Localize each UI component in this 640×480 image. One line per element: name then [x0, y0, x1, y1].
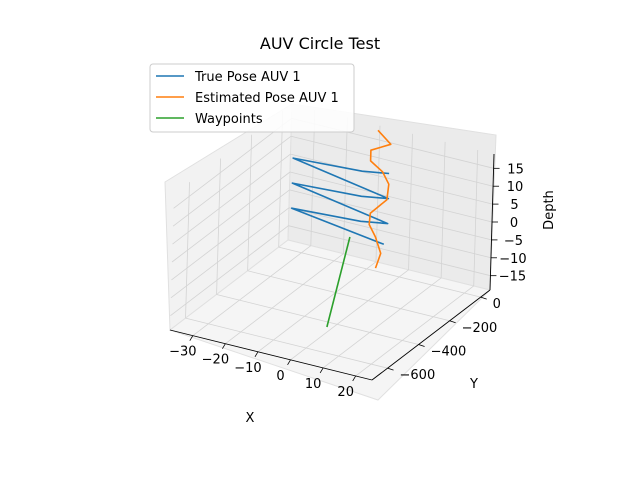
x-grid-floor	[257, 261, 377, 353]
z-grid-back	[288, 207, 492, 259]
y-tick-label: −200	[462, 321, 498, 336]
grid-lines	[170, 109, 494, 377]
y-grid-floor	[185, 317, 388, 369]
z-tick-label: −10	[499, 252, 526, 267]
x-tick-label: −20	[202, 353, 229, 368]
x-tick-mark	[287, 359, 291, 366]
x-grid-floor	[225, 253, 344, 345]
x-tick-mark	[352, 375, 357, 382]
z-tick-label: 0	[510, 216, 518, 231]
z-grid-side	[171, 171, 291, 263]
y-tick-mark	[387, 367, 394, 371]
y-grid-floor	[247, 270, 450, 322]
z-grid-side	[171, 189, 290, 281]
y-axis-line	[371, 289, 491, 381]
x-grid-floor	[355, 285, 474, 377]
series-layer	[290, 129, 392, 328]
z-axis-label: Depth	[542, 190, 557, 230]
x-tick-label: 10	[305, 377, 322, 392]
y-axis-label: Y	[469, 377, 478, 392]
chart-title: AUV Circle Test	[260, 34, 380, 53]
z-grid-back	[288, 225, 491, 277]
series-line-2	[326, 236, 351, 328]
x-axis-label: X	[246, 411, 255, 426]
legend-label-true-pose: True Pose AUV 1	[194, 70, 301, 85]
legend: True Pose AUV 1 Estimated Pose AUV 1 Way…	[149, 63, 355, 133]
x-tick-mark	[254, 351, 259, 357]
tick-marks: −30 −20 −10 0 10 20 0 −200 −400 −600 15 10 5 0 −5 −10 −1…	[169, 162, 527, 400]
x-tick-label: −30	[169, 345, 196, 360]
z-tick-label: 5	[510, 198, 518, 213]
y-tick-mark	[449, 320, 456, 324]
z-grid-side	[170, 207, 290, 299]
z-grid-back	[289, 171, 493, 223]
y-tick-label: −600	[400, 368, 436, 383]
y-grid-floor	[216, 294, 419, 345]
x-tick-mark	[319, 367, 324, 374]
x-grid-floor	[322, 277, 442, 369]
series-line-0	[290, 157, 390, 246]
y-tick-mark	[418, 344, 425, 347]
y-tick-label: 0	[493, 297, 501, 312]
z-tick-label: 15	[507, 162, 524, 177]
z-grid-back	[290, 135, 494, 187]
z-tick-label: −5	[504, 234, 523, 249]
x-tick-label: 20	[337, 385, 354, 400]
x-grid-floor	[290, 269, 409, 361]
x-tick-label: −10	[234, 361, 261, 376]
y-tick-label: −400	[431, 344, 467, 359]
z-grid-back	[289, 189, 492, 241]
z-grid-back	[290, 153, 493, 205]
y-grid-floor	[278, 246, 481, 298]
legend-label-estimated-pose: Estimated Pose AUV 1	[195, 91, 339, 106]
z-grid-side	[172, 153, 291, 245]
z-grid-side	[172, 135, 292, 227]
x-tick-mark	[189, 335, 194, 341]
legend-frame	[149, 63, 355, 133]
y-tick-mark	[480, 296, 487, 300]
z-tick-label: −15	[499, 270, 526, 285]
x-tick-label: 0	[276, 369, 284, 384]
legend-label-waypoints: Waypoints	[195, 112, 263, 127]
series-line-1	[368, 129, 392, 269]
x-grid-floor	[192, 245, 312, 336]
x-axis-line	[169, 329, 373, 381]
z-tick-label: 10	[507, 180, 524, 195]
x-tick-mark	[222, 343, 226, 349]
z-grid-side	[173, 117, 292, 209]
z-grid-side	[170, 225, 289, 317]
